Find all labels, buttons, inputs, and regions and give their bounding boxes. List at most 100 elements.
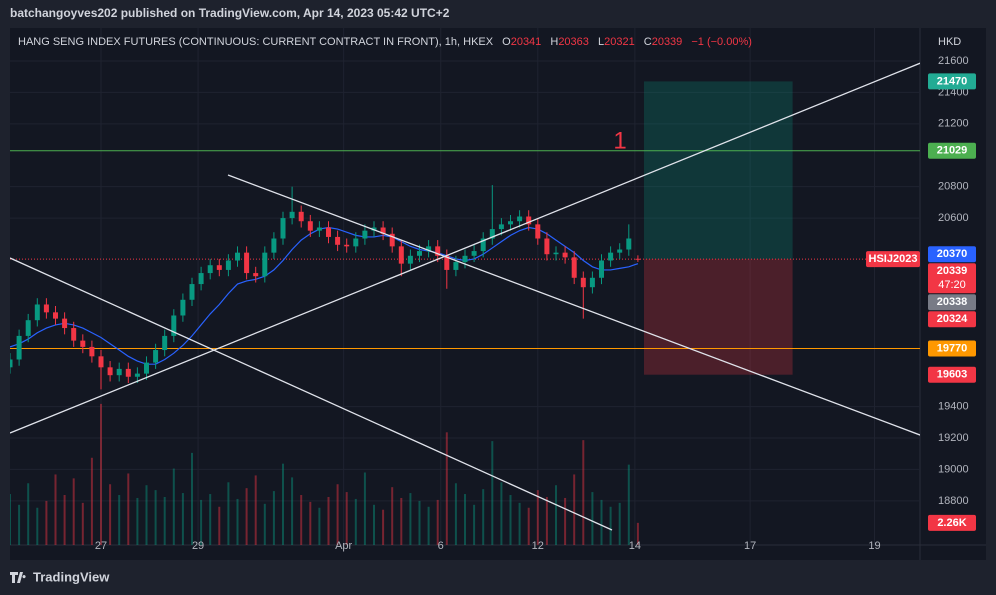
- volume-bar: [536, 490, 539, 545]
- chart-title: HANG SENG INDEX FUTURES (CONTINUOUS: CUR…: [18, 36, 494, 48]
- price-badge: [928, 246, 976, 263]
- volume-bar: [454, 483, 457, 545]
- symbol-tag: [866, 251, 920, 268]
- candle-body: [599, 260, 604, 278]
- price-badge: [928, 263, 976, 294]
- candle-body: [16, 335, 22, 360]
- candle-body: [43, 304, 49, 313]
- candle-body: [280, 218, 286, 239]
- ohlc-value: 20341: [511, 36, 542, 48]
- candle-body: [134, 373, 140, 377]
- volume-bar: [627, 464, 630, 545]
- volume-bar: [54, 474, 57, 545]
- volume-bar: [163, 496, 166, 545]
- volume-bar: [373, 504, 375, 545]
- currency: HKD: [938, 36, 961, 48]
- volume-bar: [209, 494, 212, 545]
- candle-body: [517, 216, 523, 222]
- candle-body: [271, 238, 277, 253]
- brand: TradingView: [33, 569, 110, 584]
- volume-bar: [191, 452, 193, 545]
- candle-body: [571, 257, 577, 278]
- volume-bar: [145, 485, 148, 545]
- y-tick-label: 21600: [938, 55, 969, 67]
- candle-body: [71, 328, 77, 341]
- volume-bar: [309, 501, 312, 545]
- volume-bar: [172, 468, 175, 545]
- candle-body: [171, 315, 177, 336]
- volume-bar: [573, 474, 576, 545]
- volume-bar: [300, 495, 303, 545]
- volume-bar: [245, 488, 248, 545]
- price-badge: [928, 366, 976, 383]
- brand-logo: TradingView: [10, 569, 110, 584]
- candle-body: [89, 346, 95, 357]
- candle-body: [34, 304, 40, 321]
- candle-body: [380, 227, 386, 234]
- candle-body: [544, 238, 550, 255]
- volume-bar: [545, 496, 548, 545]
- volume-bar: [427, 506, 430, 545]
- volume-bar: [473, 504, 476, 545]
- ohlc-key: O: [502, 36, 511, 48]
- ohlc-key: L: [598, 36, 604, 48]
- volume-bar: [181, 493, 184, 545]
- price-badge-label: 19770: [937, 342, 968, 354]
- volume-bar: [90, 457, 93, 545]
- price-badge-label: 21470: [937, 75, 968, 87]
- x-tick-label: 6: [438, 540, 444, 552]
- volume-bar: [582, 440, 585, 545]
- candle-body: [435, 246, 441, 256]
- y-tick-label: 21200: [938, 118, 969, 130]
- y-tick-label: 20800: [938, 181, 969, 193]
- volume-bar: [618, 502, 621, 545]
- candle-body: [62, 318, 68, 329]
- volume-bar: [555, 485, 557, 545]
- price-badge-label: 20339: [937, 265, 968, 277]
- y-tick-label: 18800: [938, 495, 969, 507]
- annotation: 1: [613, 127, 626, 154]
- candle-body: [326, 227, 331, 237]
- candle-body: [125, 368, 131, 377]
- candle-body: [207, 265, 213, 274]
- price-badge-label: 20324: [937, 313, 968, 325]
- volume-bar: [263, 503, 266, 545]
- x-tick-label: 12: [532, 540, 544, 552]
- trend-line: [10, 257, 613, 531]
- candle-body: [335, 236, 341, 245]
- y-tick-label: 19400: [938, 401, 969, 413]
- volume-bar: [363, 472, 366, 545]
- candle-body: [107, 367, 113, 376]
- volume-bar: [36, 507, 39, 545]
- x-tick-label: 17: [744, 540, 756, 552]
- candle-body: [180, 299, 186, 316]
- x-tick-label: 29: [192, 540, 204, 552]
- candle-body: [10, 359, 13, 368]
- volume-bar: [282, 463, 284, 545]
- candle-body: [508, 221, 513, 225]
- volume-bar: [336, 484, 339, 545]
- volume-bar: [509, 495, 512, 545]
- volume-bar: [391, 487, 394, 545]
- volume-bar: [591, 492, 594, 545]
- candle-body: [53, 312, 58, 319]
- candle-body: [189, 284, 195, 300]
- candle-body: [398, 246, 404, 264]
- volume-bar: [600, 499, 603, 545]
- volume-bar: [318, 507, 321, 545]
- candle-body: [316, 227, 322, 231]
- candle-body: [580, 277, 586, 288]
- candle-body: [635, 258, 641, 260]
- volume-bar: [81, 502, 84, 545]
- y-tick-label: 19000: [938, 463, 969, 475]
- candle-body: [498, 224, 504, 230]
- price-badge-label: 20370: [937, 248, 968, 260]
- candle-body: [162, 335, 168, 351]
- candle-body: [235, 252, 240, 261]
- candle-body: [608, 252, 614, 261]
- y-tick-label: 19200: [938, 432, 969, 444]
- ohlc-value: 20321: [604, 36, 635, 48]
- countdown: 47:20: [938, 279, 966, 291]
- volume-bar: [45, 500, 48, 545]
- trend-lines: [10, 62, 920, 531]
